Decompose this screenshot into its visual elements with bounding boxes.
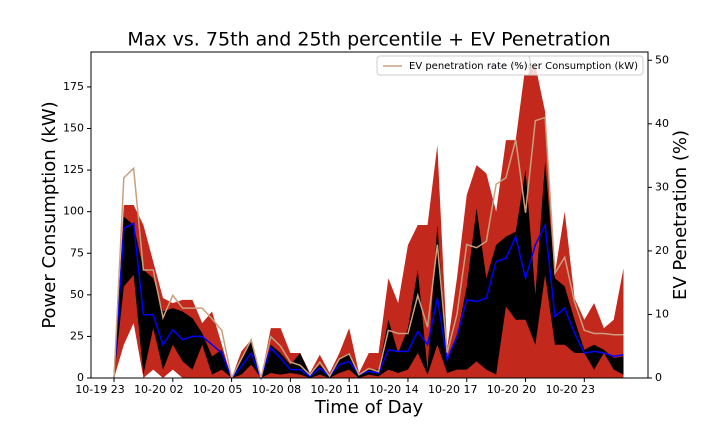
- y2-tick-label: 0: [655, 371, 662, 384]
- y-tick-label: 25: [70, 329, 84, 342]
- x-tick-label: 10-19 23: [75, 383, 124, 396]
- y2-tick-label: 50: [655, 53, 669, 66]
- y2-axis-label: EV Penetration (%): [670, 130, 691, 300]
- chart-title: Max vs. 75th and 25th percentile + EV Pe…: [127, 29, 610, 51]
- y2-tick-label: 20: [655, 244, 669, 257]
- y2-tick-label: 40: [655, 117, 669, 130]
- y-axis-label: Power Consumption (kW): [39, 101, 60, 328]
- y2-tick-label: 10: [655, 307, 669, 320]
- x-tick-label: 10-20 14: [369, 383, 418, 396]
- x-tick-label: 10-20 23: [546, 383, 595, 396]
- y2-tick-label: 30: [655, 180, 669, 193]
- legend-label: EV penetration rate (%): [409, 61, 528, 72]
- legend-label: Power Consumption (kW): [512, 61, 638, 72]
- x-tick-label: 10-20 17: [428, 383, 477, 396]
- x-axis-label: Time of Day: [314, 397, 424, 418]
- legend-box: [376, 55, 531, 76]
- x-tick-label: 10-20 02: [134, 383, 183, 396]
- y-tick-label: 175: [63, 80, 84, 93]
- y-tick-label: 100: [63, 205, 84, 218]
- x-tick-label: 10-20 20: [487, 383, 536, 396]
- y-tick-label: 125: [63, 163, 84, 176]
- x-tick-label: 10-20 08: [252, 383, 301, 396]
- y-tick-label: 50: [70, 288, 84, 301]
- x-tick-label: 10-20 05: [193, 383, 242, 396]
- x-tick-label: 10-20 11: [310, 383, 359, 396]
- y-tick-label: 75: [70, 246, 84, 259]
- plot-frame: [90, 51, 649, 379]
- series-line: [113, 222, 624, 381]
- series-line: [113, 116, 624, 381]
- y-tick-label: 150: [63, 122, 84, 135]
- band-area: [114, 161, 624, 378]
- y-tick-label: 0: [77, 371, 84, 384]
